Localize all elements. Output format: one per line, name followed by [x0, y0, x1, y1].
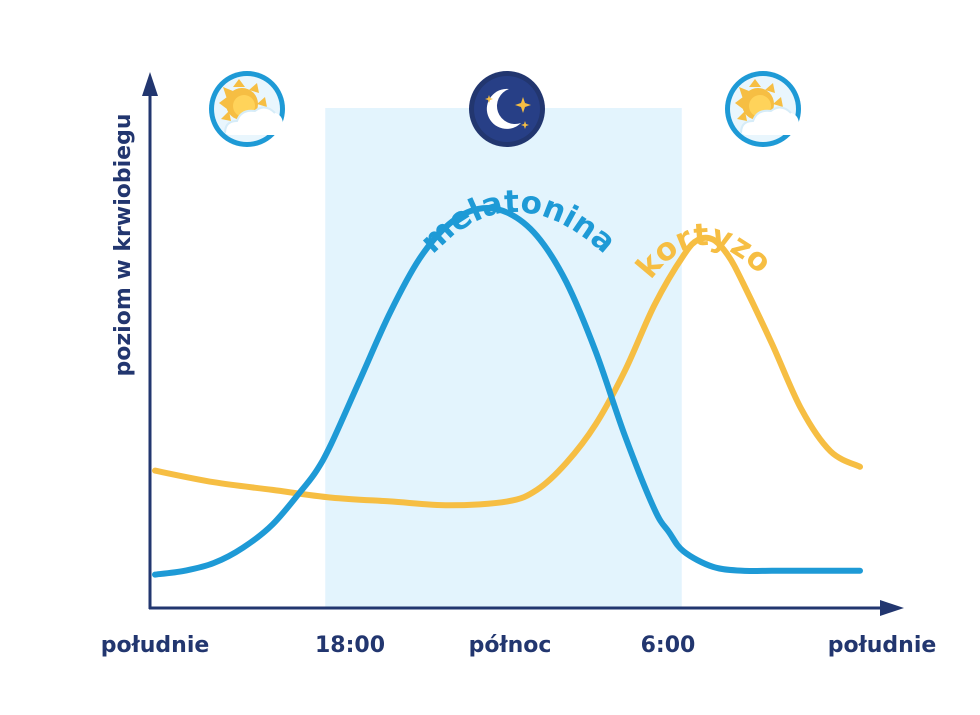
night-band	[325, 108, 682, 608]
axes	[142, 72, 904, 616]
y-axis-arrow	[142, 72, 158, 96]
moon-stars-icon	[469, 71, 545, 147]
x-tick-labels: południe 18:00 północ 6:00 południe	[101, 633, 937, 658]
series-line-kortyzol	[152, 234, 863, 509]
y-axis-label: poziom w krwiobiegu	[111, 114, 136, 377]
series-layer	[152, 205, 863, 578]
x-tick-label: południe	[101, 633, 210, 658]
x-tick-label: 6:00	[641, 633, 696, 658]
x-tick-label: północ	[469, 633, 552, 658]
series-line-melatonina	[152, 205, 863, 578]
x-tick-label: 18:00	[315, 633, 385, 658]
sun-cloud-icon	[209, 71, 285, 147]
x-tick-label: południe	[828, 633, 937, 658]
x-axis-arrow	[880, 600, 904, 616]
sun-cloud-icon	[725, 71, 801, 147]
